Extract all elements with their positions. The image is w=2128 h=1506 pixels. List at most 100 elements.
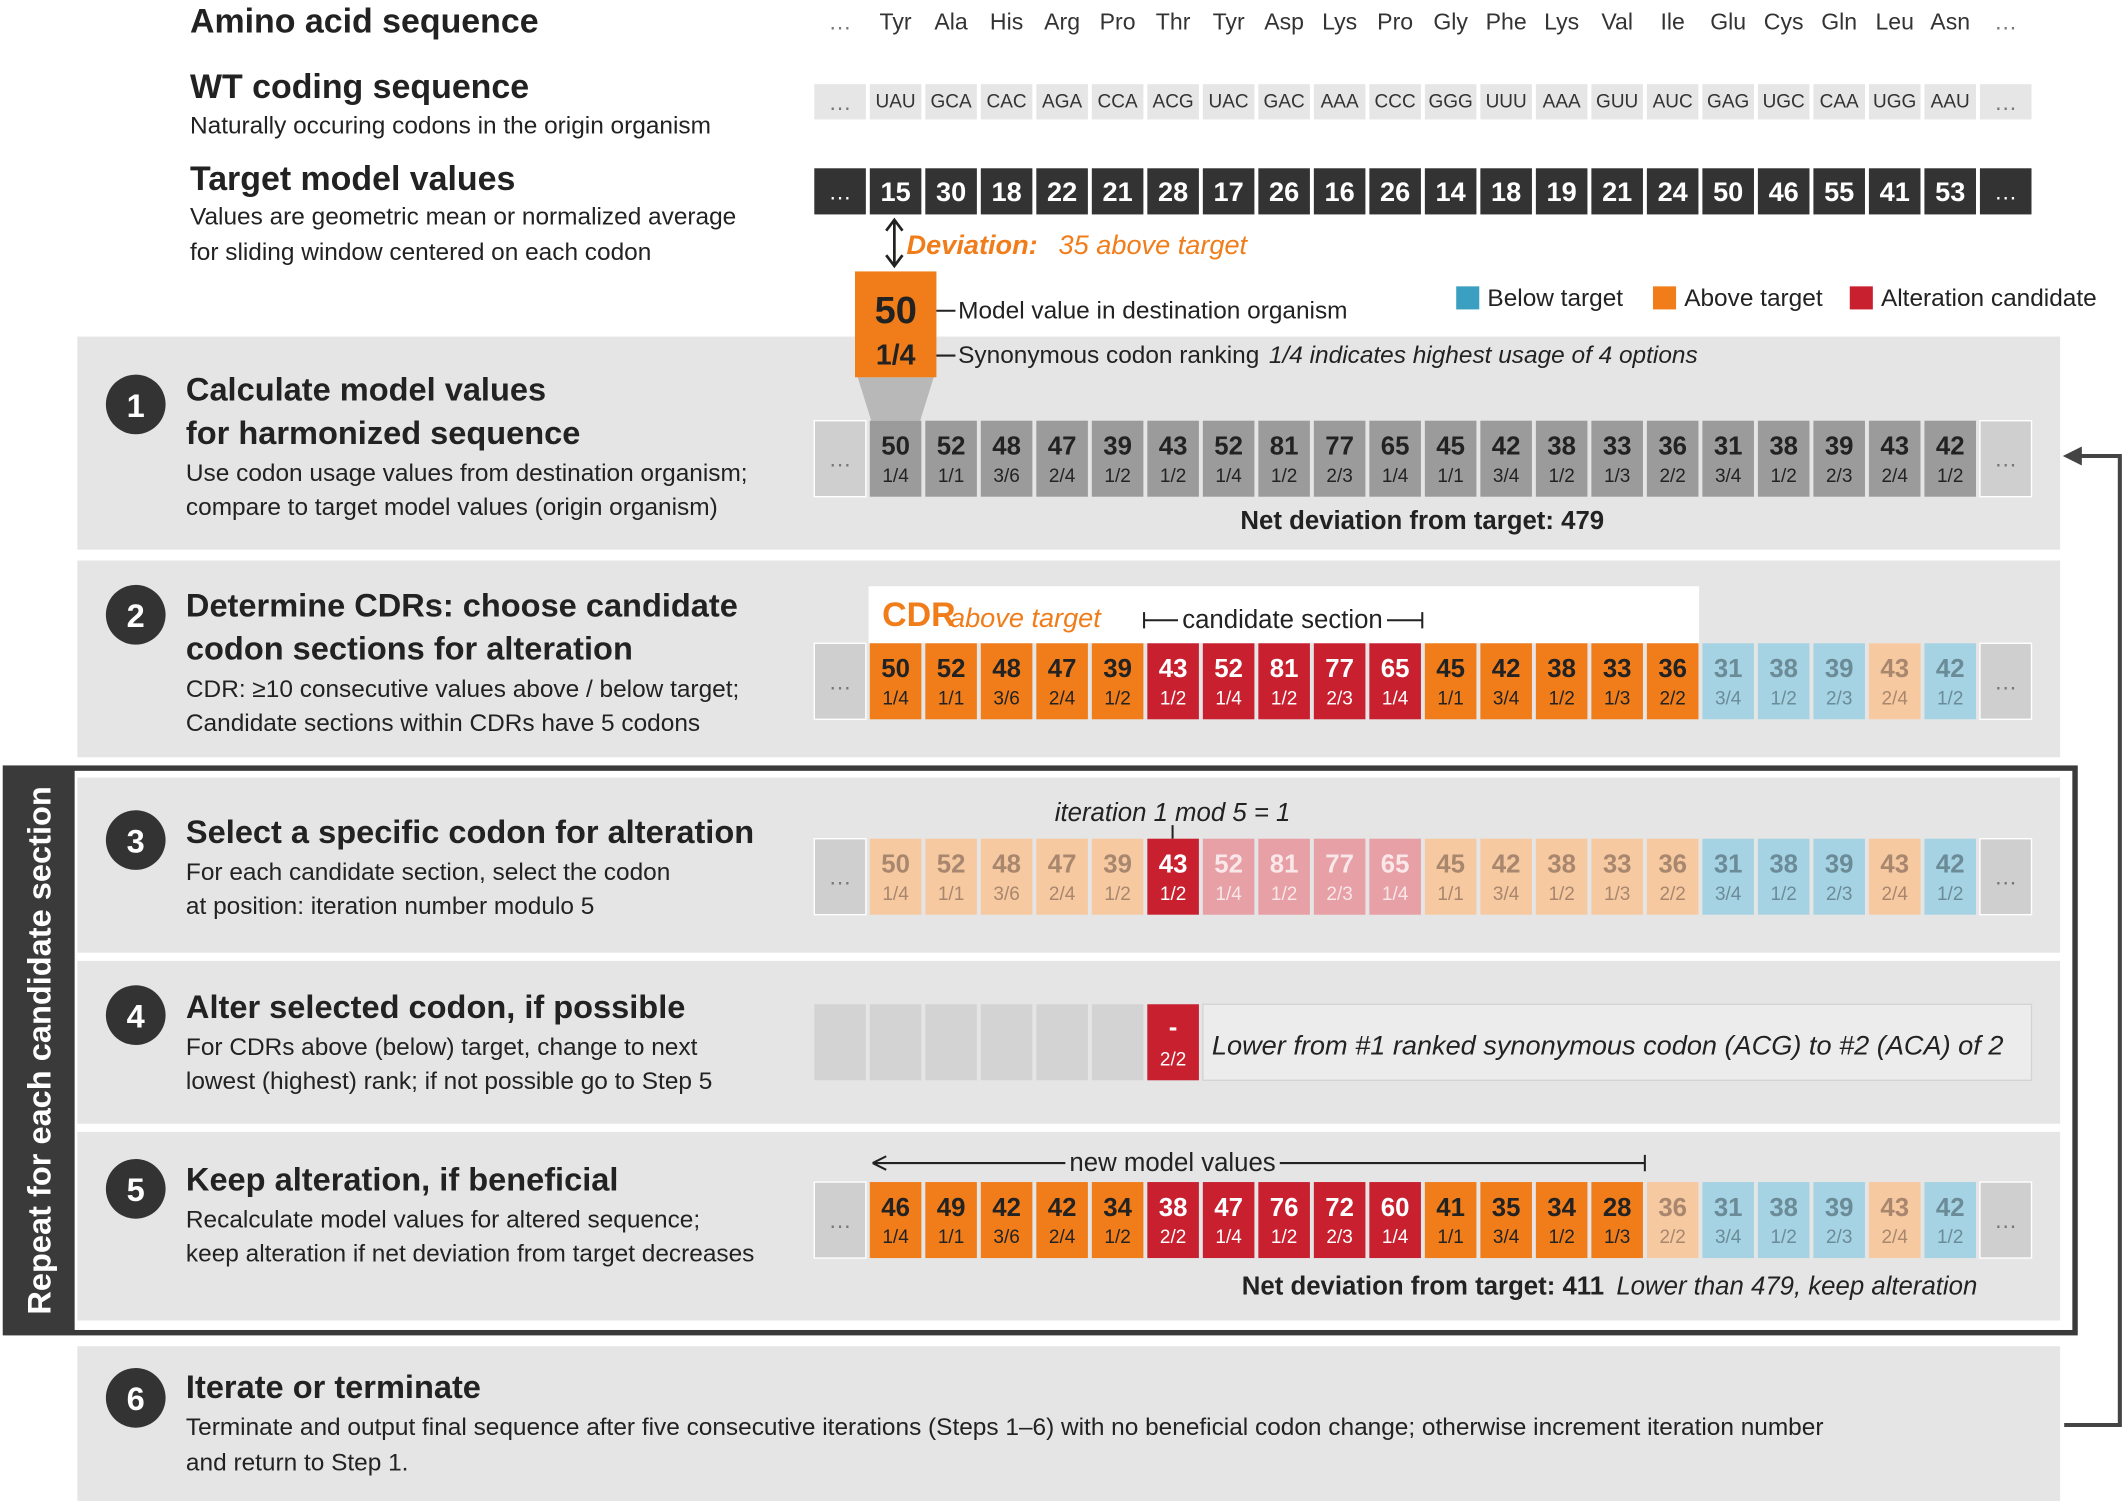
codon-rank: 1/2	[1770, 466, 1796, 487]
model-value: 43	[1159, 655, 1188, 683]
row-label: Amino acid sequence	[190, 3, 539, 41]
codon-rank: 2/3	[1826, 466, 1852, 487]
model-value: 43	[1159, 432, 1188, 460]
codon: AAA	[1321, 91, 1359, 112]
codon-rank: 2/4	[1881, 884, 1907, 905]
model-value: 52	[937, 432, 966, 460]
amino-acid: Asn	[1930, 9, 1970, 35]
cell	[1258, 1182, 1310, 1259]
codon-cell	[1702, 84, 1754, 120]
model-value: 39	[1103, 850, 1132, 878]
model-value: 50	[881, 432, 910, 460]
amino-acid: Tyr	[1213, 9, 1245, 35]
cell	[1036, 420, 1088, 497]
codon-rank: 2/3	[1326, 466, 1352, 487]
codon-cell	[1868, 84, 1921, 120]
amino-acid: His	[990, 9, 1023, 35]
target-cell	[1868, 168, 1921, 215]
amino-acid: Lys	[1544, 9, 1579, 35]
target-cell	[1757, 168, 1810, 215]
amino-acid: Leu	[1875, 9, 1913, 35]
model-value: 52	[1214, 432, 1243, 460]
target-cell	[869, 168, 922, 215]
cell	[1202, 643, 1255, 720]
codon-rank: 1/4	[882, 884, 908, 905]
codon-rank: 1/4	[1215, 688, 1241, 709]
cell	[1313, 838, 1366, 915]
model-value: 39	[1103, 432, 1132, 460]
target-value: 55	[1824, 176, 1854, 207]
codon-cell	[1369, 84, 1421, 120]
target-value: 15	[880, 176, 910, 207]
cell	[1535, 1182, 1588, 1259]
cell	[1313, 643, 1366, 720]
cell	[1147, 1004, 1199, 1081]
model-value: 39	[1825, 655, 1854, 683]
cell	[1313, 1182, 1366, 1259]
codon-cell	[1313, 84, 1366, 120]
ellipsis: …	[829, 668, 852, 694]
model-value: 42	[992, 1194, 1021, 1222]
cell	[1036, 1182, 1088, 1259]
cell	[1091, 1182, 1144, 1259]
cell	[1813, 838, 1865, 915]
model-value: 65	[1381, 432, 1410, 460]
cell	[1702, 838, 1754, 915]
cell	[1091, 1004, 1144, 1081]
iteration-note: iteration 1 mod 5 = 1	[1055, 799, 1291, 827]
model-value: 42	[1936, 432, 1965, 460]
codon-rank: 1/2	[1548, 1227, 1574, 1248]
cell	[1646, 838, 1699, 915]
step-description: lowest (highest) rank; if not possible g…	[186, 1068, 712, 1095]
cell	[1147, 643, 1199, 720]
cell	[1258, 420, 1310, 497]
cell	[1924, 1182, 1976, 1259]
model-value: 52	[1214, 850, 1243, 878]
codon-rank: 1/2	[1548, 688, 1574, 709]
step-description: For CDRs above (below) target, change to…	[186, 1034, 698, 1061]
codon-rank: 3/6	[993, 466, 1019, 487]
cell	[1646, 420, 1699, 497]
codon-rank: 1/2	[1271, 1227, 1297, 1248]
codon-rank: 1/1	[938, 1227, 964, 1248]
model-value: 33	[1603, 432, 1632, 460]
model-value: 81	[1270, 432, 1299, 460]
model-value: 48	[992, 850, 1021, 878]
codon-rank: 2/2	[1659, 466, 1685, 487]
codon-rank: 1/3	[1604, 466, 1630, 487]
target-cell	[1813, 168, 1865, 215]
target-cell	[1424, 168, 1477, 215]
altered-value: -	[1169, 1013, 1178, 1041]
cell	[813, 838, 867, 916]
codon-rank: 3/4	[1493, 884, 1519, 905]
step-badge	[105, 1158, 166, 1219]
target-cell	[1646, 168, 1699, 215]
cell	[1480, 643, 1532, 720]
cell	[1868, 643, 1921, 720]
codon-rank: 2/3	[1826, 688, 1852, 709]
codon-rank: 2/4	[1049, 1227, 1075, 1248]
codon-rank: 3/6	[993, 688, 1019, 709]
cell	[1979, 84, 2032, 120]
ellipsis: …	[829, 1207, 852, 1233]
cell	[1535, 838, 1588, 915]
step-number: 5	[127, 1172, 145, 1208]
step-description: Use codon usage values from destination …	[186, 460, 748, 487]
model-value: 39	[1825, 850, 1854, 878]
step-number: 2	[127, 598, 145, 634]
cell	[1646, 1182, 1699, 1259]
codon-rank: 3/4	[1715, 688, 1741, 709]
codon-rank: 3/6	[993, 1227, 1019, 1248]
codon: UGC	[1763, 91, 1805, 112]
cell	[980, 838, 1033, 915]
step-description: For each candidate section, select the c…	[186, 859, 670, 886]
model-value: 45	[1436, 655, 1465, 683]
ellipsis: …	[1994, 864, 2017, 890]
cell	[869, 643, 922, 720]
cell	[1535, 643, 1588, 720]
codon-rank: 1/4	[1215, 884, 1241, 905]
codon-rank: 1/3	[1604, 688, 1630, 709]
cell	[869, 420, 922, 497]
codon-rank: 2/2	[1160, 1227, 1186, 1248]
amino-acid: Gln	[1821, 9, 1857, 35]
